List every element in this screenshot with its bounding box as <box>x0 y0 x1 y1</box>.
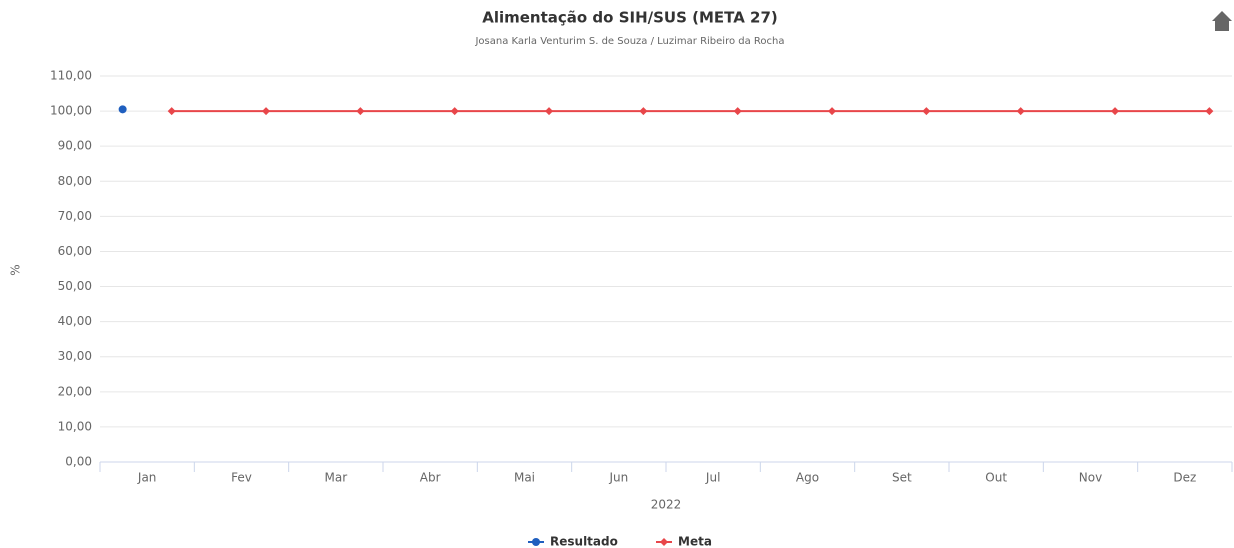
marker <box>1205 107 1214 116</box>
y-tick-label: 10,00 <box>58 419 92 433</box>
x-tick-label: Set <box>892 471 912 485</box>
y-tick-label: 30,00 <box>58 349 92 363</box>
x-tick-label: Mar <box>325 471 348 485</box>
y-tick-label: 20,00 <box>58 384 92 398</box>
x-tick-label: Mai <box>514 471 535 485</box>
legend-label: Resultado <box>550 535 618 548</box>
x-tick-label: Jul <box>705 471 720 485</box>
y-axis-title: % <box>9 264 23 275</box>
x-tick-label: Jan <box>137 471 157 485</box>
x-tick-label: Jun <box>608 471 628 485</box>
marker <box>167 107 176 116</box>
marker <box>118 105 127 114</box>
marker <box>262 107 271 116</box>
marker <box>545 107 554 116</box>
marker <box>660 538 668 546</box>
home-button[interactable] <box>1212 11 1232 31</box>
y-tick-label: 90,00 <box>58 139 92 153</box>
y-tick-label: 110,00 <box>50 69 92 83</box>
marker <box>733 107 742 116</box>
marker <box>828 107 837 116</box>
marker <box>922 107 931 116</box>
chart-subtitle: Josana Karla Venturim S. de Souza / Luzi… <box>474 36 784 47</box>
x-tick-label: Nov <box>1079 471 1102 485</box>
y-tick-label: 60,00 <box>58 244 92 258</box>
x-tick-label: Ago <box>796 471 819 485</box>
legend-label: Meta <box>678 535 712 548</box>
y-tick-label: 0,00 <box>65 455 92 469</box>
y-tick-label: 50,00 <box>58 279 92 293</box>
x-tick-label: Dez <box>1173 471 1196 485</box>
marker <box>532 538 540 546</box>
y-tick-label: 100,00 <box>50 104 92 118</box>
x-tick-label: Out <box>985 471 1007 485</box>
marker <box>639 107 648 116</box>
marker <box>1111 107 1120 116</box>
y-tick-label: 70,00 <box>58 209 92 223</box>
chart-title: Alimentação do SIH/SUS (META 27) <box>482 9 778 27</box>
marker <box>450 107 459 116</box>
y-tick-label: 40,00 <box>58 314 92 328</box>
marker <box>356 107 365 116</box>
y-tick-label: 80,00 <box>58 174 92 188</box>
marker <box>1016 107 1025 116</box>
x-axis-title: 2022 <box>651 498 682 512</box>
x-tick-label: Fev <box>231 471 252 485</box>
x-tick-label: Abr <box>420 471 441 485</box>
